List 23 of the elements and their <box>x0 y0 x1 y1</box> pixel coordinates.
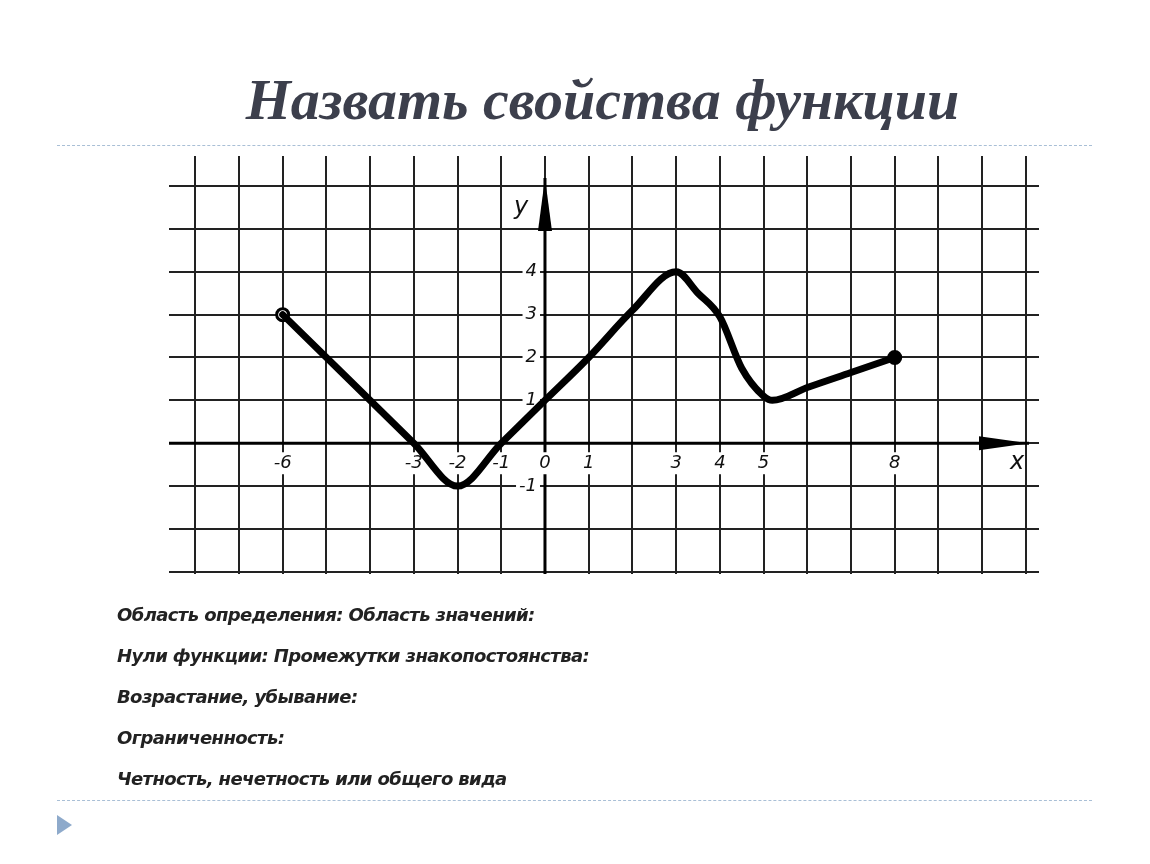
text: Возрастание, убывание: <box>117 686 359 709</box>
y-tick-label: 1 <box>525 388 537 410</box>
x-tick-label: -1 <box>492 450 511 472</box>
chart-title: Назвать свойства функции <box>244 66 961 133</box>
y-tick-label: -1 <box>519 473 537 495</box>
text: Ограниченность: <box>117 727 286 750</box>
x-axis-title: x <box>1008 447 1025 476</box>
x-tick-label: 1 <box>582 450 595 472</box>
y-tick-label: 4 <box>525 259 537 281</box>
x-tick-label: 4 <box>714 450 726 472</box>
y-tick-label: 2 <box>525 345 537 367</box>
y-tick-label: 3 <box>525 302 537 324</box>
x-tick-label: 3 <box>670 450 682 472</box>
x-tick-label: -2 <box>448 450 467 472</box>
y-axis-title: y <box>512 192 529 221</box>
text: Нули функции: Промежутки знакопостоянства: <box>117 645 590 668</box>
text: Четность, нечетность или общего вида <box>117 768 508 791</box>
x-tick-label: 5 <box>757 450 770 472</box>
x-tick-label: 8 <box>889 450 901 472</box>
x-tick-label: -3 <box>404 450 423 472</box>
x-tick-label: 0 <box>539 450 551 472</box>
text: Область определения: Область значений: <box>117 604 536 627</box>
x-tick-label: -6 <box>273 450 292 472</box>
